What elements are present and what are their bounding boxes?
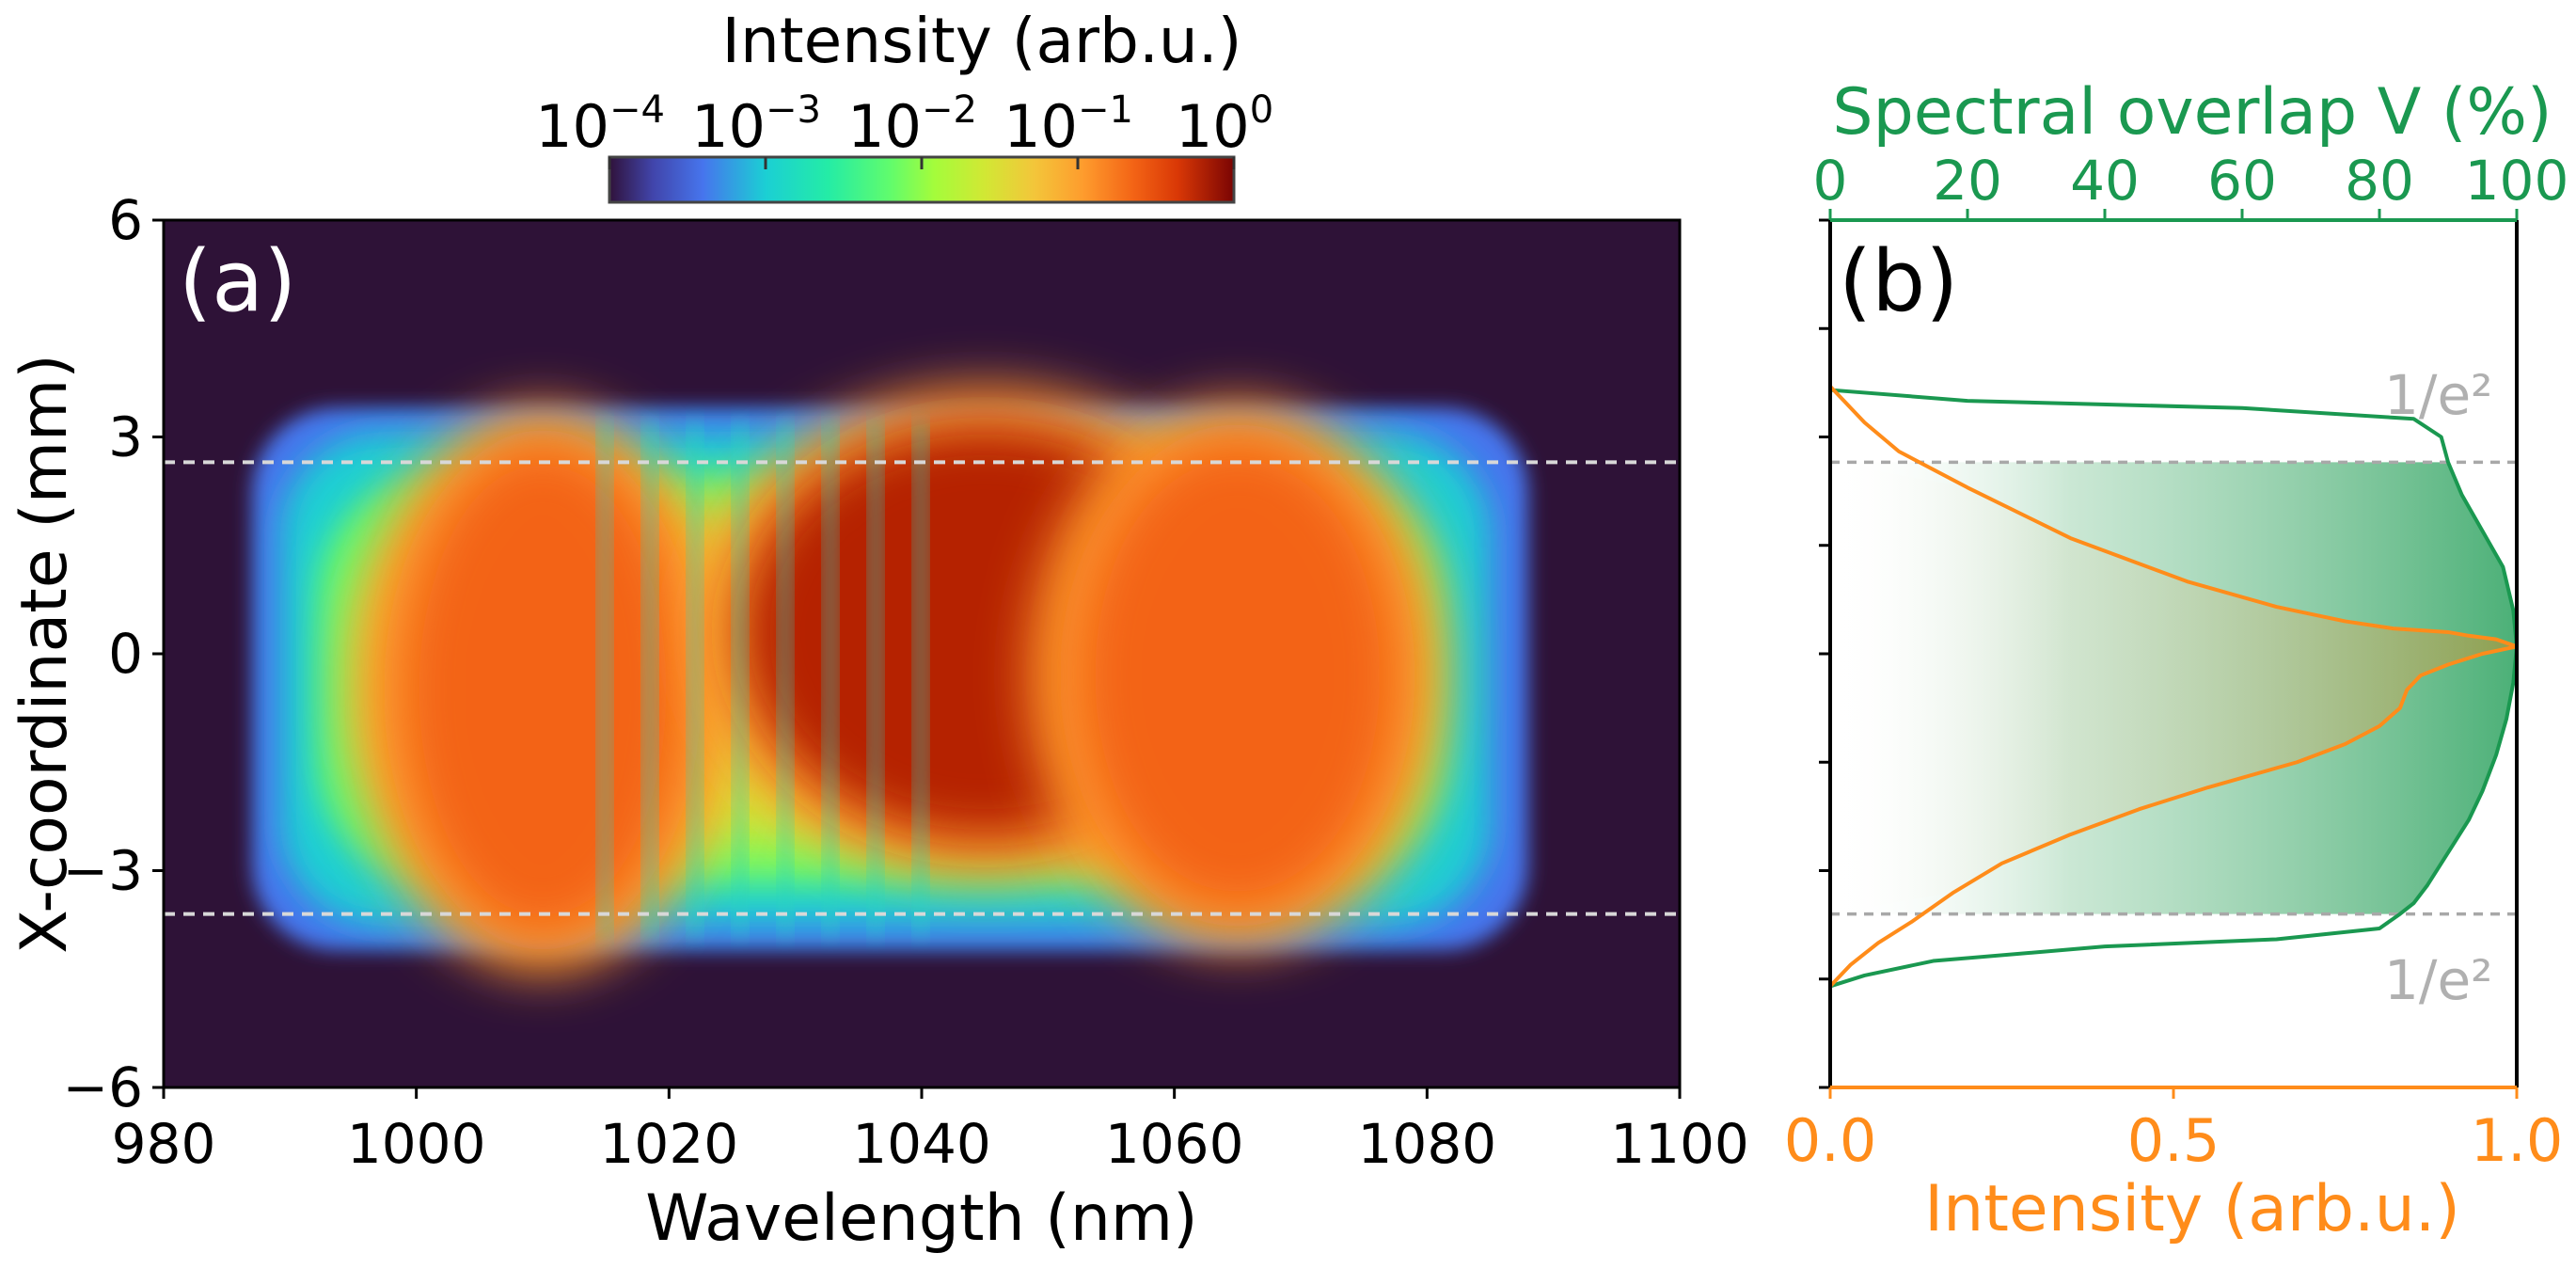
panel-a-dashed-lines bbox=[164, 460, 1680, 916]
panel-b-xtick-top-label: 20 bbox=[1933, 149, 2002, 213]
heatmap-lobe bbox=[1077, 440, 1398, 912]
colorbar-title: Intensity (arb.u.) bbox=[721, 5, 1241, 77]
panel-b: 0.0 0.5 1.0 0 20 40 60 80 100 (b) Intensity (arb… bbox=[1784, 75, 2569, 1246]
panel-a: 980 1000 1020 1040 1060 1080 1100 −6 −3 0 3 6 (a) W… bbox=[8, 188, 1749, 1256]
heatmap-fringe bbox=[598, 422, 612, 936]
heatmap-fringe bbox=[734, 422, 748, 936]
e2-annotation-top: 1/e² bbox=[2384, 363, 2492, 427]
heatmap-lobe bbox=[402, 445, 684, 935]
heatmap-layers bbox=[252, 387, 1528, 973]
colorbar-tick-label: 100 bbox=[1176, 88, 1273, 161]
panel-a-xtick-label: 1000 bbox=[347, 1112, 486, 1176]
panel-a-xtick-label: 1080 bbox=[1358, 1112, 1497, 1176]
panel-a-ytick-label: 3 bbox=[108, 405, 143, 469]
colorbar-tick-label: 10−3 bbox=[691, 88, 821, 161]
intensity-series-line bbox=[1828, 385, 2519, 988]
panel-b-xtick-bottom-label: 0.0 bbox=[1784, 1106, 1877, 1175]
heatmap-fringe bbox=[869, 422, 883, 936]
e2-annotation-bottom: 1/e² bbox=[2384, 948, 2492, 1012]
heatmap-fringe bbox=[779, 422, 793, 936]
panel-a-xtick-label: 1100 bbox=[1610, 1112, 1749, 1176]
panel-b-xtick-top-label: 0 bbox=[1813, 149, 1848, 213]
panel-a-xlabel: Wavelength (nm) bbox=[645, 1182, 1197, 1256]
overlap-series-line bbox=[1829, 388, 2519, 989]
colorbar-ticks: 10−4 10−3 10−2 10−1 100 bbox=[535, 88, 1273, 169]
colorbar: Intensity (arb.u.) 10−4 10−3 10−2 10−1 100 bbox=[535, 5, 1273, 204]
panel-a-ytick-label: −3 bbox=[63, 839, 144, 903]
panel-b-label: (b) bbox=[1839, 232, 1958, 331]
panel-a-axes: 980 1000 1020 1040 1060 1080 1100 −6 −3 0 3 6 bbox=[63, 188, 1749, 1176]
panel-b-xlabel-top: Spectral overlap V (%) bbox=[1832, 75, 2552, 150]
heatmap-fringe bbox=[824, 422, 838, 936]
heatmap-fringe bbox=[914, 422, 927, 936]
panel-b-xtick-bottom-label: 1.0 bbox=[2471, 1106, 2564, 1175]
panel-b-xtick-top-label: 100 bbox=[2465, 149, 2569, 213]
panel-a-ytick-label: −6 bbox=[63, 1055, 144, 1119]
panel-b-xtick-top-label: 40 bbox=[2070, 149, 2140, 213]
panel-a-xtick-label: 980 bbox=[112, 1112, 216, 1176]
panel-a-label: (a) bbox=[179, 232, 296, 331]
panel-a-ytick-label: 0 bbox=[108, 622, 143, 686]
panel-b-xtick-top-label: 60 bbox=[2207, 149, 2277, 213]
panel-a-ytick-label: 6 bbox=[108, 188, 143, 252]
panel-b-xlabel-bottom: Intensity (arb.u.) bbox=[1924, 1172, 2460, 1246]
colorbar-tick-label: 10−1 bbox=[1004, 88, 1133, 161]
panel-b-axes: 0.0 0.5 1.0 0 20 40 60 80 100 bbox=[1784, 149, 2569, 1175]
panel-a-xtick-label: 1040 bbox=[852, 1112, 991, 1176]
panel-b-xtick-top-label: 80 bbox=[2345, 149, 2414, 213]
heatmap-fringe bbox=[643, 422, 657, 936]
panel-a-ylabel: X-coordinate (mm) bbox=[8, 354, 82, 954]
heatmap-plot bbox=[164, 387, 1680, 973]
panel-b-xtick-bottom-label: 0.5 bbox=[2127, 1106, 2220, 1175]
panel-a-xtick-label: 1020 bbox=[600, 1112, 739, 1176]
colorbar-tick-label: 10−2 bbox=[847, 88, 977, 161]
panel-a-xtick-label: 1060 bbox=[1105, 1112, 1244, 1176]
intensity-fill-area bbox=[1830, 462, 2517, 914]
colorbar-tick-label: 10−4 bbox=[535, 88, 665, 161]
panel-b-plot bbox=[1828, 385, 2519, 989]
heatmap-fringe bbox=[688, 422, 703, 936]
